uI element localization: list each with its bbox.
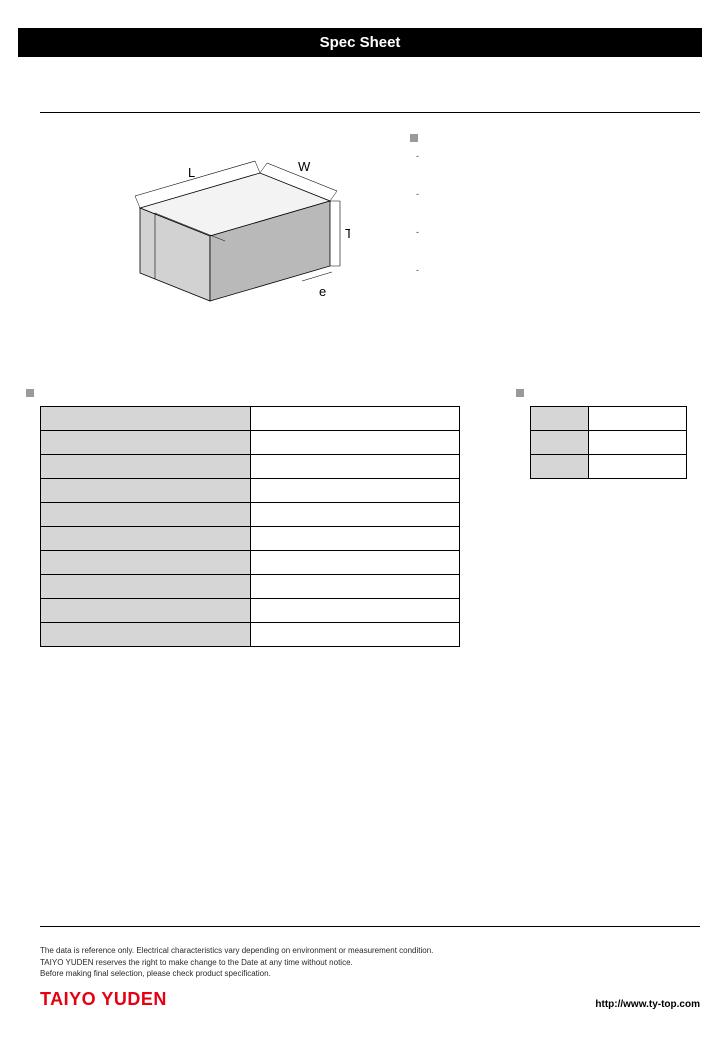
- footer-bottom-row: TAIYO YUDEN http://www.ty-top.com: [0, 979, 720, 1040]
- table-row: [531, 407, 687, 431]
- dash-list: - - - -: [416, 151, 700, 275]
- table-row: [41, 431, 460, 455]
- table-row: [41, 407, 460, 431]
- disclaimer-line: The data is reference only. Electrical c…: [40, 945, 700, 956]
- table-row: [41, 455, 460, 479]
- company-url: http://www.ty-top.com: [595, 999, 700, 1010]
- table-row: [41, 527, 460, 551]
- table-row: [531, 455, 687, 479]
- disclaimer-line: TAIYO YUDEN reserves the right to make c…: [40, 957, 700, 968]
- dim-label-w: W: [298, 159, 311, 174]
- table-row: [41, 623, 460, 647]
- table-row: [41, 575, 460, 599]
- mid-tables-row: [40, 388, 700, 647]
- brand-logo-text: TAIYO YUDEN: [40, 989, 167, 1010]
- footer-divider: [40, 926, 700, 927]
- bullet-icon: [26, 389, 34, 397]
- dash-item: -: [416, 227, 700, 237]
- disclaimer-line: Before making final selection, please ch…: [40, 968, 700, 979]
- table-row: [531, 431, 687, 455]
- table-row: [41, 599, 460, 623]
- specs-table-wrap: [40, 388, 460, 647]
- header-title: Spec Sheet: [320, 34, 401, 51]
- bullet-icon: [410, 134, 418, 142]
- dash-item: -: [416, 265, 700, 275]
- dim-label-e: e: [319, 284, 326, 299]
- bullet-icon: [516, 389, 524, 397]
- footer: The data is reference only. Electrical c…: [0, 926, 720, 1040]
- table-row: [41, 479, 460, 503]
- component-diagram: L W T e: [40, 133, 390, 358]
- top-divider: [40, 112, 700, 113]
- table-row: [41, 551, 460, 575]
- disclaimer-block: The data is reference only. Electrical c…: [40, 945, 700, 979]
- spec-sheet-header: Spec Sheet: [18, 28, 702, 57]
- table-row: [41, 503, 460, 527]
- content-top-row: L W T e - - - -: [40, 133, 700, 358]
- dash-item: -: [416, 189, 700, 199]
- pkg-table-wrap: [530, 388, 687, 479]
- dash-item: -: [416, 151, 700, 161]
- dim-label-l: L: [188, 165, 195, 180]
- right-info-block: - - - -: [390, 133, 700, 358]
- specs-table: [40, 406, 460, 647]
- pkg-table: [530, 406, 687, 479]
- dim-label-t: T: [345, 226, 350, 241]
